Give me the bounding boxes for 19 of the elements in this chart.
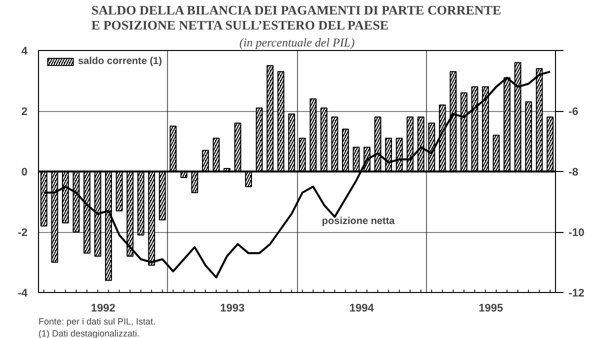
x-tick-label: 1994	[349, 302, 375, 314]
chart-subtitle: (in percentuale del PIL)	[239, 36, 355, 50]
y-tick-label: 4	[21, 46, 28, 58]
y-tick-label: 2	[21, 106, 28, 118]
y2-tick-label: -12	[568, 288, 584, 300]
chart-title: SALDO DELLA BILANCIA DEI PAGAMENTI DI PARTE CORRENTE E POSIZIONE NETTA SULL’ESTERO DEL PAESE	[91, 2, 502, 32]
y-tick-label: -2	[18, 227, 28, 239]
y2-tick-label: -10	[568, 227, 584, 239]
series-label: posizione netta	[322, 216, 396, 227]
x-tick-label: 1992	[90, 302, 116, 314]
y2-tick-label: -6	[568, 106, 578, 118]
source-note: Fonte: per i dati sul PIL, Istat.	[38, 316, 156, 326]
x-tick-label: 1993	[220, 302, 245, 314]
legend-label: saldo corrente (1)	[78, 56, 162, 67]
x-tick-label: 1995	[478, 302, 504, 314]
y-tick-label: -4	[18, 288, 28, 300]
y2-tick-label: -8	[568, 166, 578, 178]
y-tick-label: 0	[21, 166, 28, 178]
text: (1) Dati destagionalizzati.	[38, 328, 140, 338]
